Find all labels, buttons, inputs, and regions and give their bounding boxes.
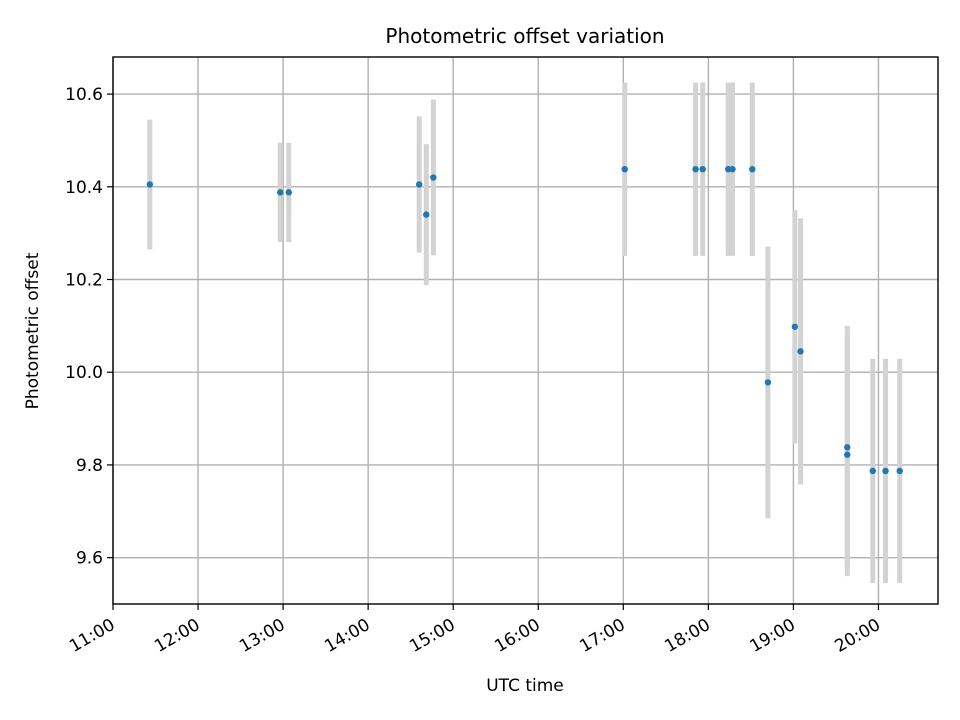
y-axis-label: Photometric offset: [23, 252, 43, 409]
chart-title: Photometric offset variation: [385, 24, 664, 48]
data-point: [415, 181, 423, 188]
data-point-layer: [146, 165, 903, 475]
data-point: [423, 211, 430, 218]
data-point: [869, 467, 876, 475]
data-point: [882, 467, 889, 475]
data-point: [621, 165, 628, 173]
x-axis-label: UTC time: [486, 676, 564, 696]
data-point: [430, 174, 437, 181]
y-tick-label: 9.6: [76, 549, 103, 569]
plot-area: [113, 57, 938, 604]
grid-layer: [112, 57, 938, 604]
data-point: [749, 165, 756, 173]
data-point: [146, 181, 154, 188]
data-point: [699, 165, 706, 173]
data-point: [797, 348, 804, 355]
y-tick-label: 9.8: [76, 456, 103, 476]
y-tick-label: 10.2: [65, 271, 103, 291]
y-tick-label: 10.6: [65, 85, 103, 105]
data-point: [844, 444, 851, 451]
data-point: [729, 165, 736, 173]
data-point: [791, 323, 799, 330]
axes-frame: [112, 56, 939, 605]
data-point: [764, 379, 772, 386]
y-tick-label: 10.0: [65, 363, 103, 383]
data-point: [844, 451, 851, 458]
data-point: [692, 165, 699, 173]
y-tick-label: 10.4: [65, 178, 103, 198]
data-point: [285, 189, 292, 196]
data-point: [896, 467, 903, 475]
data-point: [277, 189, 284, 196]
